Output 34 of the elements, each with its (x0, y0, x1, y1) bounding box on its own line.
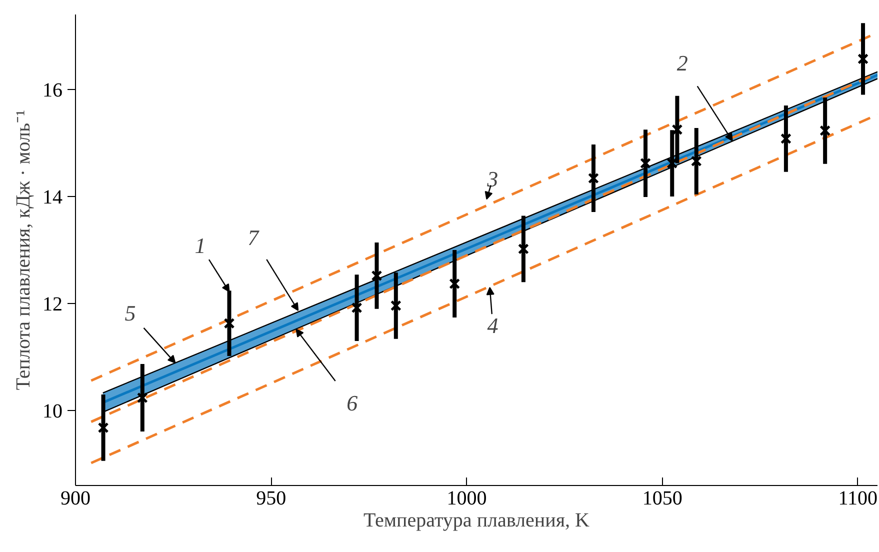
point (858, 53, 869, 64)
point (640, 158, 651, 169)
x-tick-label: 1050 (642, 488, 682, 510)
y-axis-title: Теплота плавления, кДж · моль⁻¹ (12, 110, 34, 390)
point (672, 124, 683, 136)
annotation: 3 (486, 166, 498, 192)
annotation: 4 (487, 312, 498, 338)
point (820, 125, 831, 136)
annotation: 2 (676, 50, 688, 76)
x-tick-label: 950 (256, 488, 286, 510)
point (98, 422, 109, 434)
annotation: 6 (346, 390, 358, 416)
annotation: 1 (194, 233, 206, 258)
annotation: 7 (248, 224, 260, 250)
x-tick-label: 1100 (838, 488, 878, 510)
point (390, 300, 402, 312)
annotation: 5 (124, 300, 136, 326)
point (690, 156, 702, 167)
y-tick-label: 16 (42, 79, 62, 102)
x-tick-label: 900 (60, 488, 90, 510)
point (351, 302, 362, 314)
point (518, 243, 529, 254)
point (371, 270, 382, 282)
y-tick-label: 10 (42, 400, 62, 423)
point (449, 278, 460, 290)
x-tick-label: 1000 (446, 488, 487, 510)
y-tick-label: 14 (42, 186, 62, 208)
point (136, 392, 148, 404)
point (588, 172, 599, 184)
point (666, 158, 678, 169)
point (780, 133, 792, 144)
x-axis-title: Температура плавления, K (364, 510, 590, 532)
point (224, 318, 235, 329)
y-tick-label: 12 (42, 294, 62, 316)
